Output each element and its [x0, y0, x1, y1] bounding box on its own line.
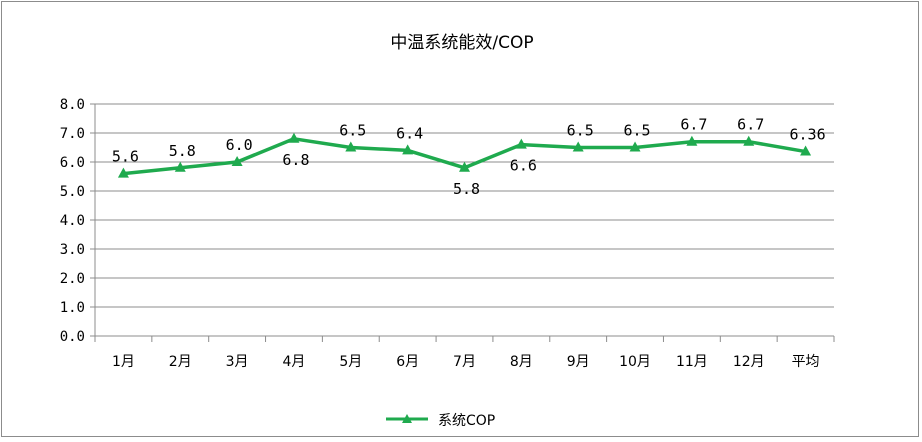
- x-tick-label: 3月: [226, 354, 249, 370]
- plot-area: 0.0 1.0 2.0 3.0 4.0 5.0 6.0 7.0 8.0 1月 2月 3月 4月 5月 6月 7…: [60, 97, 835, 370]
- data-label: 6.36: [790, 126, 826, 144]
- x-tick-label: 5月: [339, 354, 362, 370]
- data-point-marker: [231, 156, 243, 166]
- data-point-marker: [572, 141, 584, 152]
- y-tick-label: 4.0: [60, 213, 85, 229]
- data-point-marker: [288, 132, 300, 143]
- x-tick-label: 4月: [283, 354, 306, 370]
- x-tick-label: 6月: [396, 354, 419, 370]
- data-point-marker: [800, 145, 812, 156]
- legend-swatch-marker: [402, 414, 412, 423]
- chart-legend: 系统COP: [386, 413, 495, 429]
- x-tick-label: 7月: [453, 354, 476, 370]
- x-tick-label: 2月: [169, 354, 192, 370]
- y-tick-label: 8.0: [60, 97, 85, 113]
- data-label: 6.8: [282, 151, 309, 169]
- data-label: 6.6: [510, 157, 537, 175]
- y-tick-label: 6.0: [60, 155, 85, 171]
- data-label: 5.6: [112, 148, 139, 166]
- data-label: 6.5: [339, 122, 366, 140]
- data-label: 6.5: [567, 122, 594, 140]
- data-point-marker: [117, 167, 129, 178]
- y-tick-label: 3.0: [60, 242, 85, 258]
- y-tick-label: 5.0: [60, 184, 85, 200]
- data-point-marker: [629, 141, 641, 152]
- y-tick-label: 7.0: [60, 126, 85, 142]
- data-point-marker: [174, 161, 186, 172]
- x-tick-label: 12月: [733, 354, 765, 370]
- data-point-marker: [743, 135, 755, 146]
- y-tick-label: 2.0: [60, 271, 85, 287]
- x-tick-label: 1月: [112, 354, 135, 370]
- data-point-marker: [686, 135, 698, 146]
- x-tick-label: 8月: [510, 354, 533, 370]
- x-tick-label: 11月: [676, 354, 708, 370]
- data-label: 5.8: [453, 180, 480, 198]
- data-point-marker: [402, 144, 414, 155]
- data-point-marker: [459, 161, 470, 172]
- data-point-marker: [515, 138, 527, 149]
- data-point-marker: [345, 141, 357, 152]
- data-label: 6.0: [226, 136, 253, 154]
- y-tick-label: 1.0: [60, 300, 85, 316]
- chart-title: 中温系统能效/COP: [390, 33, 533, 53]
- y-tick-label: 0.0: [60, 329, 85, 345]
- data-label: 6.7: [737, 116, 764, 134]
- x-tick-label: 9月: [567, 354, 590, 370]
- legend-label: 系统COP: [438, 413, 495, 429]
- data-label: 5.8: [169, 142, 196, 160]
- data-label: 6.4: [396, 124, 423, 142]
- x-tick-label: 10月: [619, 354, 651, 370]
- x-tick-label: 平均: [792, 354, 820, 370]
- data-label: 6.7: [680, 116, 707, 134]
- data-label: 6.5: [623, 122, 650, 140]
